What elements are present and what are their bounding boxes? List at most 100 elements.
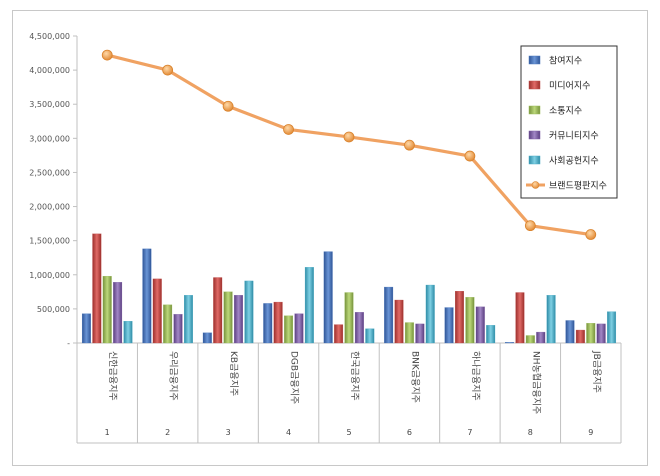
bar: [425, 284, 435, 344]
x-category-number: 2: [165, 428, 170, 437]
line-point: [222, 100, 234, 112]
x-axis: 신한금융지주 1 우리금융지주 2 KB금융지주 3 DGB금융지주 4 한국금융지주 5 BNK금…: [76, 342, 622, 444]
bar: [575, 329, 585, 344]
legend-swatch: [528, 155, 541, 165]
bar: [173, 314, 183, 344]
bar: [81, 313, 91, 344]
bar: [415, 323, 425, 344]
legend-swatch: [528, 80, 541, 90]
y-axis: - 500,000 1,000,000 1,500,000 2,000,000 2,500…: [29, 32, 78, 443]
x-category-number: 3: [226, 428, 231, 437]
x-category-number: 7: [467, 428, 472, 437]
brand-reputation-line: [106, 53, 592, 237]
y-tick-label: 500,000: [37, 305, 70, 314]
bar: [323, 251, 333, 344]
x-category-number: 5: [346, 428, 351, 437]
bar: [365, 328, 375, 344]
bar: [486, 325, 496, 344]
bar: [244, 280, 254, 344]
legend-box: [520, 45, 618, 199]
x-category-label: 신한금융지주: [107, 351, 118, 401]
y-tick-label: 4,500,000: [29, 32, 70, 41]
line-series: [101, 49, 597, 240]
bar: [163, 304, 173, 344]
bar: [234, 295, 243, 344]
bar: [92, 233, 102, 344]
x-category-label: 하나금융지주: [470, 351, 481, 401]
bar: [394, 299, 404, 344]
bar: [123, 321, 133, 344]
y-tick-label: 4,000,000: [29, 66, 70, 75]
x-category-number: 4: [286, 428, 291, 437]
bar: [505, 342, 514, 344]
legend-swatch: [528, 130, 541, 140]
y-tick-label: 1,500,000: [29, 237, 70, 246]
bar: [344, 292, 354, 344]
x-category-label: DGB금융지주: [289, 351, 300, 404]
line-point: [343, 131, 355, 143]
bar: [546, 295, 556, 344]
legend-swatch: [528, 55, 541, 65]
line-point: [162, 64, 174, 76]
x-category-number: 6: [407, 428, 412, 437]
bar: [536, 331, 546, 344]
bar: [142, 248, 152, 344]
bar: [213, 277, 223, 344]
bar: [202, 332, 212, 344]
y-tick-label: 3,500,000: [29, 100, 70, 109]
bar: [102, 275, 112, 344]
bar: [304, 267, 314, 344]
bar: [444, 307, 454, 344]
x-category-number: 8: [528, 428, 533, 437]
chart-frame: - 500,000 1,000,000 1,500,000 2,000,000 2,500…: [12, 10, 648, 466]
line-point: [464, 150, 476, 162]
bar: [113, 282, 123, 344]
line-point: [524, 220, 536, 232]
bar: [455, 291, 464, 344]
bar: [152, 278, 162, 344]
y-tick-label: 2,500,000: [29, 168, 70, 177]
bar: [294, 313, 304, 344]
bar: [223, 291, 233, 344]
y-tick-label: 1,000,000: [29, 271, 70, 280]
legend-line-marker: [531, 181, 540, 189]
bar: [515, 292, 525, 344]
legend-label: 커뮤니티지수: [549, 131, 599, 142]
y-tick-label: -: [67, 339, 70, 348]
brand-reputation-chart: - 500,000 1,000,000 1,500,000 2,000,000 2,500…: [29, 32, 622, 444]
bar: [184, 295, 193, 344]
legend-label: 참여지수: [549, 55, 582, 67]
bar-series: [81, 233, 617, 344]
bar: [354, 312, 364, 344]
line-point: [404, 139, 415, 151]
bar: [384, 286, 394, 344]
bar: [284, 315, 294, 344]
x-category-label: 한국금융지주: [349, 351, 360, 401]
legend-label: 소통지수: [549, 106, 582, 117]
legend-label: 사회공헌지수: [549, 156, 599, 167]
line-point: [283, 124, 294, 135]
bar: [273, 301, 283, 344]
line-point: [585, 229, 597, 240]
x-category-number: 1: [105, 428, 110, 437]
bar: [607, 311, 617, 344]
x-category-label: 우리금융지주: [168, 351, 179, 401]
bar: [334, 324, 344, 344]
x-category-label: BNK금융지주: [409, 351, 420, 403]
legend-label: 브랜드평판지수: [549, 181, 607, 192]
x-category-label: KB금융지주: [228, 351, 239, 396]
y-tick-label: 3,000,000: [29, 134, 70, 143]
line-point: [101, 49, 113, 61]
x-category-label: JB금융지주: [591, 350, 602, 393]
x-category-label: NH농협금융지주: [530, 351, 542, 414]
bar: [596, 323, 606, 344]
bar: [263, 303, 273, 344]
bar: [404, 322, 414, 344]
legend-label: 미디어지수: [549, 81, 590, 92]
x-category-number: 9: [588, 428, 593, 437]
legend-swatch: [528, 105, 541, 115]
bar: [475, 306, 485, 344]
bar: [565, 320, 575, 344]
y-tick-label: 2,000,000: [29, 203, 70, 212]
